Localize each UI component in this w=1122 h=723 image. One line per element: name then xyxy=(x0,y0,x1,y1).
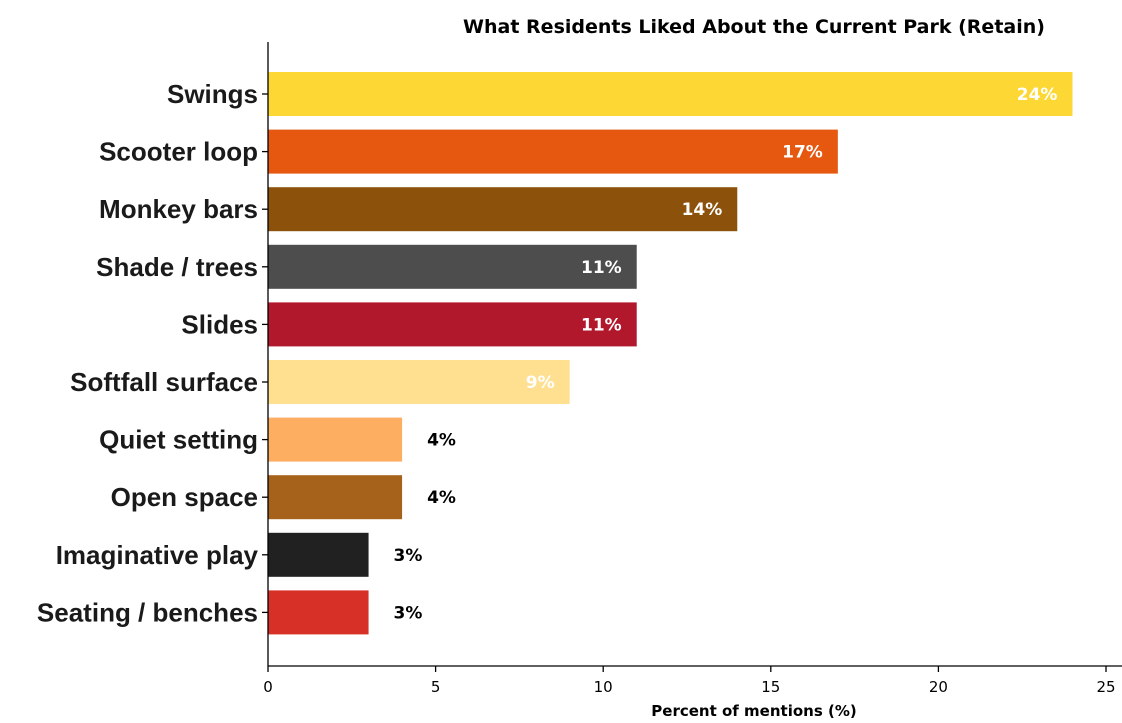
category-label: Quiet setting xyxy=(99,425,258,455)
category-label: Softfall surface xyxy=(70,367,258,397)
category-label: Seating / benches xyxy=(37,597,258,627)
value-label: 3% xyxy=(394,603,423,623)
category-label: Swings xyxy=(167,79,258,109)
x-ticks: 0 5 10 15 20 25 xyxy=(263,666,1116,696)
bar xyxy=(268,532,369,577)
bar xyxy=(268,302,637,347)
bar xyxy=(268,590,369,635)
value-label: 11% xyxy=(581,315,622,335)
x-tick-label: 25 xyxy=(1096,678,1115,696)
bar xyxy=(268,475,403,520)
bar xyxy=(268,417,403,462)
bars-layer: Swings 24% Scooter loop 17% Monkey bars 14% Sh… xyxy=(37,72,1073,635)
category-label: Scooter loop xyxy=(99,137,258,167)
x-tick-label: 5 xyxy=(431,678,441,696)
value-label: 24% xyxy=(1017,85,1058,105)
category-label: Slides xyxy=(181,309,258,339)
value-label: 11% xyxy=(581,258,622,278)
x-tick-label: 20 xyxy=(929,678,948,696)
bar xyxy=(268,244,637,289)
category-label: Shade / trees xyxy=(96,252,258,282)
x-axis-label: Percent of mentions (%) xyxy=(651,702,856,720)
category-label: Monkey bars xyxy=(99,194,258,224)
bar xyxy=(268,72,1073,116)
category-label: Imaginative play xyxy=(56,540,259,570)
category-label: Open space xyxy=(111,482,258,512)
value-label: 14% xyxy=(682,200,723,220)
bar xyxy=(268,360,570,404)
x-tick-label: 15 xyxy=(761,678,780,696)
x-tick-label: 10 xyxy=(594,678,613,696)
value-label: 4% xyxy=(427,431,456,451)
value-label: 9% xyxy=(526,373,555,393)
value-label: 3% xyxy=(394,546,423,566)
chart-title: What Residents Liked About the Current P… xyxy=(463,16,1045,38)
bar xyxy=(268,129,838,174)
value-label: 4% xyxy=(427,488,456,508)
value-label: 17% xyxy=(782,143,823,163)
x-tick-label: 0 xyxy=(263,678,273,696)
bar xyxy=(268,187,738,232)
